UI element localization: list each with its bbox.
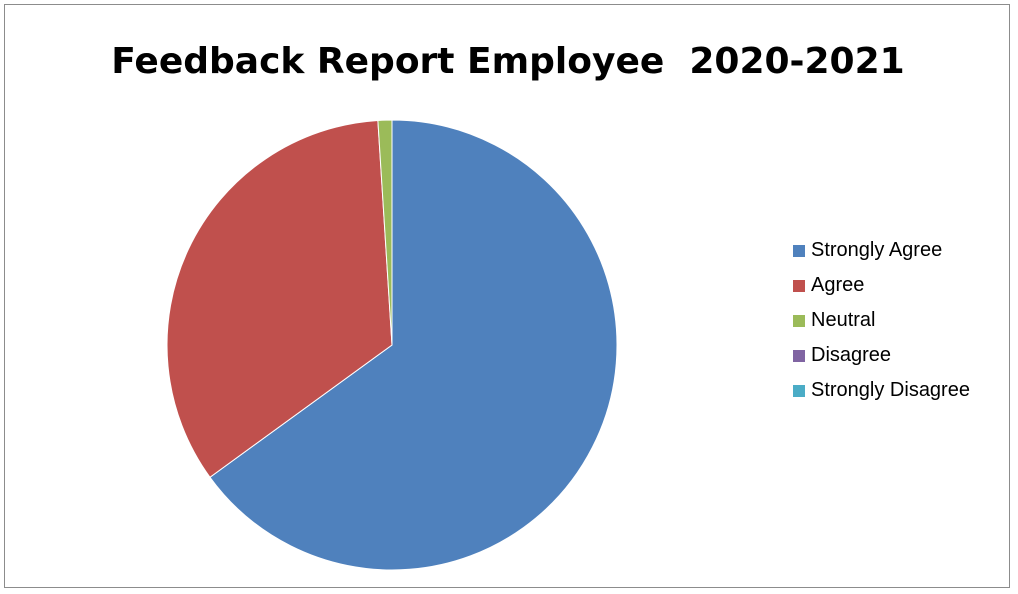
pie-chart xyxy=(166,119,618,571)
legend-swatch xyxy=(793,244,805,257)
legend-item-strongly-disagree: Strongly Disagree xyxy=(793,373,970,408)
legend-label: Disagree xyxy=(811,344,892,366)
legend-swatch xyxy=(793,279,805,292)
legend-item-agree: Agree xyxy=(793,268,970,303)
chart-legend: Strongly Agree Agree Neutral Disagree Strong… xyxy=(793,233,970,408)
legend-swatch xyxy=(793,314,805,327)
pie-slice-strongly-agree xyxy=(209,119,618,571)
chart-title: Feedback Report Employee 2020-2021 xyxy=(111,41,905,82)
chart-frame: Feedback Report Employee 2020-2021 Stron… xyxy=(4,4,1010,588)
legend-label: Agree xyxy=(811,274,865,296)
legend-label: Strongly Disagree xyxy=(811,379,970,401)
legend-swatch xyxy=(793,349,805,362)
legend-label: Strongly Agree xyxy=(811,239,943,261)
pie-slice-agree xyxy=(166,119,393,478)
legend-item-disagree: Disagree xyxy=(793,338,970,373)
legend-label: Neutral xyxy=(811,309,876,331)
legend-item-neutral: Neutral xyxy=(793,303,970,338)
legend-item-strongly-agree: Strongly Agree xyxy=(793,233,970,268)
legend-swatch xyxy=(793,384,805,397)
pie-slice-neutral xyxy=(377,119,393,346)
